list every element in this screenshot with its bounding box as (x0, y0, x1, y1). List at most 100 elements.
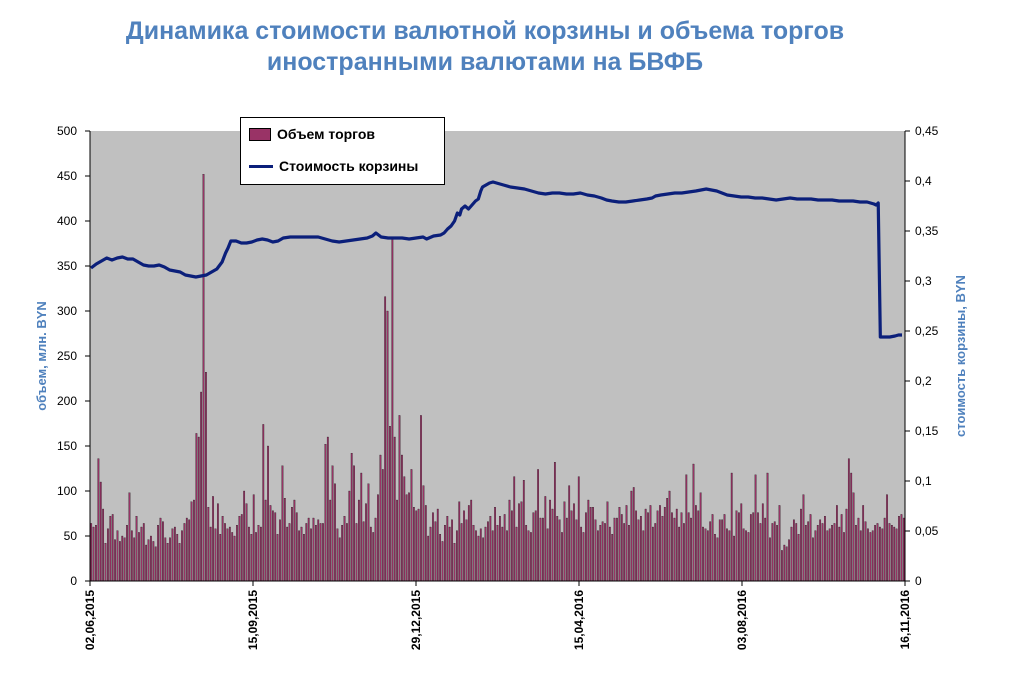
volume-bar (477, 535, 480, 582)
volume-bar (754, 474, 757, 582)
legend-bar-swatch (249, 127, 271, 141)
volume-bar (133, 537, 136, 582)
volume-bars (90, 174, 905, 582)
volume-bar (248, 526, 250, 582)
volume-bar (260, 526, 262, 582)
volume-bar (451, 519, 453, 582)
volume-bar (706, 530, 709, 582)
volume-bar (735, 510, 738, 582)
volume-bar (185, 517, 188, 582)
volume-bar (379, 454, 382, 582)
volume-bar (441, 541, 444, 582)
legend-label-basket: Стоимость корзины (279, 158, 419, 174)
volume-bar (895, 528, 898, 582)
volume-bar (102, 508, 105, 582)
volume-bar (804, 525, 807, 582)
volume-bar (542, 517, 544, 582)
volume-bar (740, 503, 743, 582)
volume-bar (150, 535, 152, 582)
volume-bar (575, 519, 578, 582)
volume-bar (745, 530, 747, 582)
volume-bar (314, 525, 317, 582)
volume-bar (499, 516, 501, 582)
volume-bar (530, 532, 532, 582)
y-left-tick-label: 200 (57, 394, 77, 408)
volume-bar (114, 539, 116, 582)
volume-bar (217, 503, 219, 582)
volume-bar (692, 463, 695, 582)
volume-bar (773, 521, 776, 582)
volume-bar (656, 510, 659, 582)
volume-bar (243, 490, 246, 582)
volume-bar (879, 526, 881, 582)
volume-bar (721, 519, 724, 582)
volume-bar (902, 517, 905, 582)
volume-bar (324, 444, 327, 582)
volume-bar (776, 525, 778, 582)
volume-bar (506, 530, 508, 582)
volume-bar (274, 512, 277, 582)
volume-bar (742, 528, 745, 582)
volume-bar (448, 526, 451, 582)
volume-bar (255, 532, 257, 582)
volume-bar (730, 472, 733, 582)
x-axis-ticks: 02,06,2015 15,09,2015 29,12,2015 15,04,2016… (83, 581, 912, 650)
volume-bar (479, 528, 482, 582)
volume-bar (348, 490, 351, 582)
chart-title-line-1: Динамика стоимости валютной корзины и об… (125, 17, 845, 45)
volume-bar (544, 496, 547, 582)
volume-bar (484, 526, 487, 582)
volume-bar (491, 530, 494, 582)
volume-bar (647, 512, 649, 582)
volume-bar (697, 510, 700, 582)
volume-bar (601, 521, 604, 582)
volume-bar (687, 512, 690, 582)
volume-bar (412, 507, 415, 582)
volume-bar (307, 517, 310, 582)
volume-bar (178, 543, 181, 582)
volume-bar (859, 530, 862, 582)
basket-cost-line (90, 180, 902, 339)
volume-bar (221, 516, 224, 582)
volume-bar (604, 523, 606, 582)
volume-bar (549, 499, 551, 582)
volume-bar (855, 525, 857, 582)
volume-bar (286, 526, 289, 582)
volume-bar (365, 503, 367, 582)
volume-bar (398, 415, 401, 582)
x-tick-label: 15,04,2016 (572, 590, 586, 650)
volume-bar (585, 512, 587, 582)
volume-bar (685, 474, 688, 582)
volume-bar (852, 492, 855, 582)
volume-bar (642, 530, 645, 582)
volume-bar (300, 526, 303, 582)
volume-bar (228, 526, 231, 582)
volume-bar (319, 523, 322, 582)
volume-bar (403, 476, 406, 582)
volume-bar (747, 532, 750, 582)
volume-bar (396, 499, 398, 582)
volume-bar (695, 505, 697, 582)
volume-bar (157, 525, 159, 582)
y-left-tick-label: 450 (57, 169, 77, 183)
volume-bar (599, 525, 602, 582)
volume-bar (303, 534, 305, 582)
volume-bar (458, 501, 461, 582)
y-left-tick-label: 400 (57, 214, 77, 228)
volume-bar (824, 516, 826, 582)
volume-bar (546, 528, 549, 582)
volume-bar (781, 550, 783, 582)
y-left-tick-label: 300 (57, 304, 77, 318)
volume-bar (577, 476, 580, 582)
volume-bar (711, 514, 714, 582)
y-right-tick-label: 0,05 (915, 524, 939, 538)
volume-bar (128, 492, 131, 582)
volume-bar (663, 507, 666, 582)
volume-bar (231, 532, 234, 582)
volume-bar (797, 534, 800, 582)
volume-bar (422, 485, 425, 582)
volume-bar (355, 523, 358, 582)
volume-bar (138, 532, 140, 582)
volume-bar (350, 453, 353, 582)
volume-bar (522, 480, 525, 582)
